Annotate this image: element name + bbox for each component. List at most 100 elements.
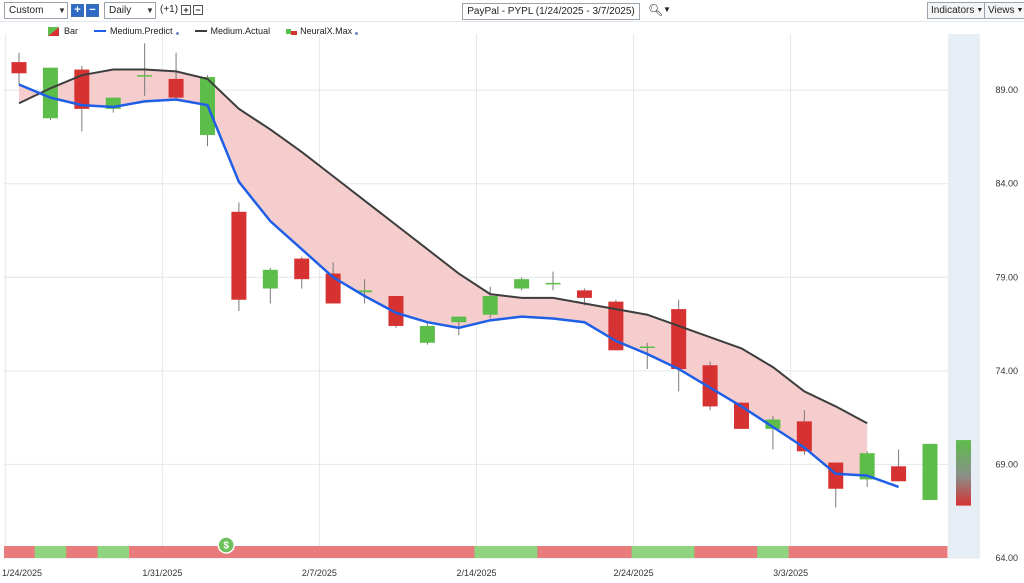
x-tick-label: 1/24/2025 <box>2 568 42 578</box>
range-select-value: Custom <box>9 5 44 16</box>
interval-select[interactable]: Daily ▼ <box>104 2 156 19</box>
legend-item-medium-predict[interactable]: Medium.Predict <box>94 26 179 36</box>
candle-up <box>42 67 58 119</box>
signal-cell-up <box>97 546 130 558</box>
candle-up <box>357 290 373 293</box>
signal-cell-down <box>600 546 633 558</box>
signal-cell-down <box>191 546 224 558</box>
chart-legend: Bar Medium.Predict Medium.Actual NeuralX… <box>48 25 374 37</box>
offset-increase-button[interactable]: + <box>181 5 191 15</box>
candle-up <box>514 279 530 289</box>
zoom-in-button[interactable]: + <box>71 4 84 17</box>
candle-up <box>482 296 498 315</box>
signal-cell-down <box>443 546 475 558</box>
x-tick-label: 3/3/2025 <box>773 568 808 578</box>
info-dot-icon <box>175 31 179 35</box>
interval-select-value: Daily <box>109 5 132 16</box>
candle-down <box>891 466 907 482</box>
chevron-down-icon: ▼ <box>58 6 66 15</box>
offset-decrease-button[interactable]: − <box>193 5 203 15</box>
legend-label: Medium.Predict <box>110 26 173 36</box>
bar-swatch-icon <box>48 26 59 36</box>
legend-item-neuralx-max[interactable]: NeuralX.Max <box>286 26 359 36</box>
signal-cell-down <box>851 546 884 558</box>
candle-down <box>11 62 27 74</box>
signal-cell-down <box>537 546 570 558</box>
signal-cell-up <box>474 546 507 558</box>
candle-up <box>137 75 153 77</box>
candle-up <box>922 443 938 500</box>
views-button[interactable]: Views ▼ <box>984 2 1024 19</box>
line-swatch-icon <box>194 30 207 32</box>
signal-cell-down <box>411 546 444 558</box>
candle-down <box>294 258 310 280</box>
signal-strip: $ <box>4 536 948 558</box>
candle-down <box>388 296 404 326</box>
symbol-input[interactable]: PayPal - PYPL (1/24/2025 - 3/7/2025) <box>462 3 640 20</box>
signal-cell-up <box>631 546 664 558</box>
chart-toolbar: Custom ▼ + − Daily ▼ (+1) + − PayPal - P… <box>0 0 1024 22</box>
candle-down <box>231 211 247 300</box>
symbol-label: PayPal - PYPL (1/24/2025 - 3/7/2025) <box>467 6 635 17</box>
signal-cell-down <box>66 546 99 558</box>
candle-up <box>451 316 467 323</box>
y-axis: 89.00 84.00 79.00 74.00 69.00 64.00 <box>995 85 1018 563</box>
chevron-down-icon[interactable]: ▼ <box>663 5 671 14</box>
x-tick-label: 2/7/2025 <box>302 568 337 578</box>
candle-down <box>828 462 844 489</box>
candle-down <box>168 78 184 98</box>
views-label: Views <box>988 5 1015 16</box>
search-icon[interactable]: 🔍︎ <box>648 3 664 17</box>
signal-cell-down <box>820 546 852 558</box>
indicators-button[interactable]: Indicators ▼ <box>927 2 988 19</box>
y-tick-label: 74.00 <box>995 366 1018 376</box>
candlestick-series <box>11 43 938 508</box>
candle-down <box>325 273 341 304</box>
candle-up <box>419 325 435 343</box>
y-tick-label: 79.00 <box>995 272 1018 282</box>
signal-cell-down <box>694 546 727 558</box>
medium-predict-line <box>18 83 900 489</box>
signal-cell-down <box>160 546 193 558</box>
x-tick-label: 2/14/2025 <box>456 568 496 578</box>
candle-up <box>859 453 875 480</box>
candle-up <box>639 346 655 349</box>
legend-label: Medium.Actual <box>210 26 271 36</box>
legend-item-bar[interactable]: Bar <box>48 26 78 36</box>
dollar-icon: $ <box>223 541 229 552</box>
signal-cell-down <box>317 546 350 558</box>
legend-label: NeuralX.Max <box>300 26 353 36</box>
signal-cell-down <box>286 546 318 558</box>
legend-item-medium-actual[interactable]: Medium.Actual <box>194 26 271 36</box>
signal-cell-down <box>348 546 381 558</box>
range-select[interactable]: Custom ▼ <box>4 2 68 19</box>
candle-down <box>74 69 90 109</box>
chevron-down-icon: ▼ <box>146 6 154 15</box>
line-swatch-icon <box>94 30 107 32</box>
y-tick-label: 69.00 <box>995 459 1018 469</box>
chevron-down-icon: ▼ <box>976 7 984 14</box>
signal-cell-down <box>725 546 758 558</box>
line-series <box>18 68 971 506</box>
x-tick-label: 2/24/2025 <box>614 568 654 578</box>
dividend-marker-icon <box>217 536 235 554</box>
y-tick-label: 84.00 <box>995 179 1018 189</box>
candle-up <box>545 282 561 285</box>
signal-cell-down <box>914 546 948 558</box>
prediction-gap-area <box>19 69 868 476</box>
signal-cell-up <box>662 546 695 558</box>
offset-label: (+1) <box>160 4 179 15</box>
signal-cell-down <box>128 546 161 558</box>
y-tick-label: 64.00 <box>995 553 1018 563</box>
chevron-down-icon: ▼ <box>1016 7 1024 14</box>
candle-up <box>765 419 781 429</box>
signal-cell-up <box>505 546 538 558</box>
candle-down <box>576 290 592 298</box>
neuralx-swatch-icon <box>286 28 298 35</box>
indicators-label: Indicators <box>931 5 975 16</box>
zoom-out-button[interactable]: − <box>86 4 99 17</box>
signal-cell-down <box>4 546 36 558</box>
x-tick-label: 1/31/2025 <box>142 568 182 578</box>
medium-actual-line <box>18 68 868 425</box>
